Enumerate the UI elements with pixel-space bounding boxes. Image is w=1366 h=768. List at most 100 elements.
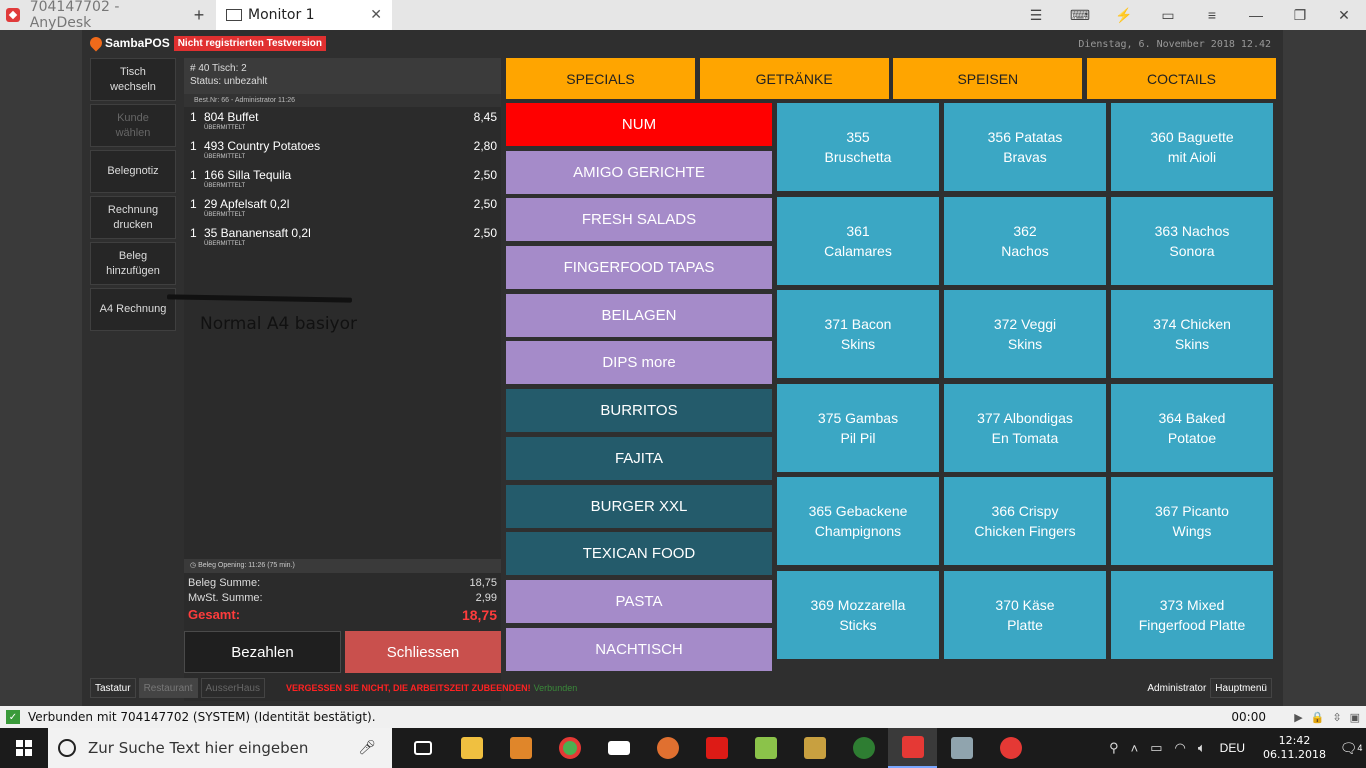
menu-item-button[interactable]: 360 Baguette mit Aioli: [1111, 103, 1273, 191]
a4-invoice-button[interactable]: A4 Rechnung: [90, 288, 176, 331]
main-menu-button[interactable]: Hauptmenü: [1210, 678, 1272, 698]
taskbar-search[interactable]: Zur Suche Text hier eingeben 🎤︎: [48, 728, 392, 768]
footer-right: Administrator Hauptmenü: [1147, 678, 1275, 698]
file-explorer-button[interactable]: [447, 728, 496, 768]
category-button[interactable]: NUM: [506, 103, 772, 146]
wifi-icon[interactable]: ◠: [1174, 740, 1186, 755]
minimize-icon[interactable]: —: [1249, 7, 1263, 23]
record-icon[interactable]: ▶: [1294, 710, 1303, 724]
menu-item-button[interactable]: 372 Veggi Skins: [944, 290, 1106, 379]
menu-item-button[interactable]: 366 Crispy Chicken Fingers: [944, 477, 1106, 566]
terminal-app-button[interactable]: [937, 728, 986, 768]
order-line[interactable]: 1 166 Silla Tequila 2,50 ÜBERMITTELT: [184, 165, 501, 194]
battery-icon[interactable]: ▭: [1150, 740, 1163, 755]
menu-item-button[interactable]: 364 Baked Potatoe: [1111, 383, 1273, 472]
hs-app-button[interactable]: [839, 728, 888, 768]
verified-check-icon: ✓: [6, 710, 20, 724]
media-app-button[interactable]: [496, 728, 545, 768]
menu-item-button[interactable]: 377 Albondigas En Tomata: [944, 383, 1106, 472]
order-line[interactable]: 1 493 Country Potatoes 2,80 ÜBERMITTELT: [184, 136, 501, 165]
menu-category-tabs: SPECIALS GETRÄNKE SPEISEN COCTAILS: [506, 58, 1276, 99]
menu-item-button[interactable]: 373 Mixed Fingerfood Platte: [1111, 570, 1273, 659]
taskbar-clock[interactable]: 12:42 06.11.2018: [1263, 734, 1326, 762]
ticket-note-button[interactable]: Belegnotiz: [90, 150, 176, 193]
display-icon[interactable]: ▭: [1161, 6, 1175, 23]
add-ticket-button[interactable]: Beleg hinzufügen: [90, 242, 176, 285]
close-window-icon[interactable]: ✕: [1338, 6, 1350, 23]
tab-food[interactable]: SPEISEN: [893, 58, 1083, 99]
category-button[interactable]: BURGER XXL: [506, 484, 772, 528]
lock-icon[interactable]: 🔒: [1310, 710, 1325, 724]
angular-app-button[interactable]: [692, 728, 741, 768]
task-view-button[interactable]: [398, 728, 447, 768]
close-tab-icon[interactable]: ✕: [370, 7, 382, 23]
chrome-button[interactable]: [545, 728, 594, 768]
menu-item-button[interactable]: 369 Mozzarella Sticks: [777, 570, 939, 659]
language-indicator[interactable]: DEU: [1219, 741, 1246, 755]
order-line[interactable]: 1 804 Buffet 8,45 ÜBERMITTELT: [184, 107, 501, 136]
menu-item-button[interactable]: 365 Gebackene Champignons: [777, 477, 939, 566]
tab-cocktails[interactable]: COCTAILS: [1086, 58, 1276, 99]
keyboard-icon[interactable]: ⌨: [1069, 6, 1091, 23]
menu-item-button[interactable]: 363 Nachos Sonora: [1111, 196, 1273, 285]
category-button[interactable]: TEXICAN FOOD: [506, 532, 772, 576]
close-ticket-button[interactable]: Schliessen: [345, 631, 501, 673]
category-button[interactable]: DIPS more: [506, 341, 772, 385]
category-button[interactable]: BURRITOS: [506, 389, 772, 433]
database-app-button[interactable]: [790, 728, 839, 768]
menu-item-button[interactable]: 374 Chicken Skins: [1111, 290, 1273, 379]
ticket-command-buttons: Tisch wechseln Kunde wählen Belegnotiz R…: [90, 58, 176, 334]
menu-item-button[interactable]: 355 Bruschetta: [777, 103, 939, 191]
worktime-warning: VERGESSEN SIE NICHT, DIE ARBEITSZEIT ZUB…: [285, 683, 531, 693]
category-button[interactable]: BEILAGEN: [506, 293, 772, 337]
takeaway-button[interactable]: AusserHaus: [200, 678, 265, 698]
order-state: ÜBERMITTELT: [204, 241, 246, 247]
menu-item-button[interactable]: 375 Gambas Pil Pil: [777, 383, 939, 472]
people-icon[interactable]: ⚲: [1109, 740, 1119, 755]
category-button[interactable]: AMIGO GERICHTE: [506, 150, 772, 194]
order-line[interactable]: 1 35 Bananensaft 0,2l 2,50 ÜBERMITTELT: [184, 223, 501, 252]
privacy-icon[interactable]: ▣: [1349, 710, 1360, 724]
notification-center-button[interactable]: 🗨︎ 4: [1336, 728, 1366, 768]
menu-item-button[interactable]: 367 Picanto Wings: [1111, 477, 1273, 566]
category-button[interactable]: PASTA: [506, 579, 772, 623]
anydesk-app-button[interactable]: [888, 728, 937, 768]
category-button[interactable]: FRESH SALADS: [506, 198, 772, 242]
menu-item-button[interactable]: 362 Nachos: [944, 196, 1106, 285]
maximize-icon[interactable]: ❐: [1293, 6, 1307, 23]
chat-icon[interactable]: ☰: [1029, 6, 1043, 23]
menu-item-button[interactable]: 356 Patatas Bravas: [944, 103, 1106, 191]
change-table-button[interactable]: Tisch wechseln: [90, 58, 176, 101]
tab-drinks[interactable]: GETRÄNKE: [699, 58, 889, 99]
select-customer-button[interactable]: Kunde wählen: [90, 104, 176, 147]
pay-button[interactable]: Bezahlen: [184, 631, 341, 673]
new-tab-button[interactable]: +: [193, 4, 205, 25]
mail-button[interactable]: [594, 728, 643, 768]
print-bill-button[interactable]: Rechnung drucken: [90, 196, 176, 239]
category-button[interactable]: NACHTISCH: [506, 627, 772, 671]
category-button[interactable]: FINGERFOOD TAPAS: [506, 246, 772, 290]
volume-icon[interactable]: 🔈︎: [1197, 740, 1206, 755]
permissions-icon[interactable]: ⇳: [1332, 710, 1342, 724]
monitor-tab[interactable]: Monitor 1 ✕: [216, 0, 392, 30]
category-button[interactable]: FAJITA: [506, 436, 772, 480]
menu-item-button[interactable]: 361 Calamares: [777, 196, 939, 285]
menu-icon[interactable]: ≡: [1207, 7, 1217, 23]
tool-app-button[interactable]: [643, 728, 692, 768]
terminal-icon: [950, 737, 973, 759]
anydesk-home-tab[interactable]: 704147702 - AnyDesk: [0, 0, 182, 31]
tab-specials[interactable]: SPECIALS: [506, 58, 695, 99]
restaurant-button[interactable]: Restaurant: [138, 678, 198, 698]
menu-item-button[interactable]: 370 Käse Platte: [944, 570, 1106, 659]
order-line[interactable]: 1 29 Apfelsaft 0,2l 2,50 ÜBERMITTELT: [184, 194, 501, 223]
actions-icon[interactable]: ⚡: [1115, 6, 1133, 23]
start-button[interactable]: [0, 728, 48, 768]
apple-app-button[interactable]: [986, 728, 1035, 768]
chart-app-button[interactable]: [741, 728, 790, 768]
microphone-icon[interactable]: 🎤︎: [358, 740, 376, 756]
menu-item-button[interactable]: 371 Bacon Skins: [777, 290, 939, 379]
keyboard-button[interactable]: Tastatur: [90, 678, 136, 698]
wrench-icon: [656, 737, 679, 759]
chevron-up-icon[interactable]: ˄: [1130, 740, 1139, 756]
hs-icon: [852, 737, 875, 759]
